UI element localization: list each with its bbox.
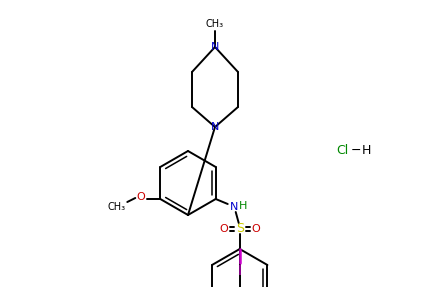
Text: S: S xyxy=(235,222,243,236)
Text: O: O xyxy=(135,192,144,202)
Text: −: − xyxy=(350,144,360,156)
Text: CH₃: CH₃ xyxy=(206,19,224,29)
Text: O: O xyxy=(219,224,227,234)
Text: CH₃: CH₃ xyxy=(107,202,125,212)
Text: N: N xyxy=(210,122,219,132)
Text: Cl: Cl xyxy=(335,144,347,156)
Text: H: H xyxy=(360,144,370,156)
Text: N: N xyxy=(229,202,237,212)
Text: O: O xyxy=(251,224,259,234)
Text: H: H xyxy=(238,201,246,211)
Text: N: N xyxy=(210,42,219,52)
Text: I: I xyxy=(237,264,241,278)
